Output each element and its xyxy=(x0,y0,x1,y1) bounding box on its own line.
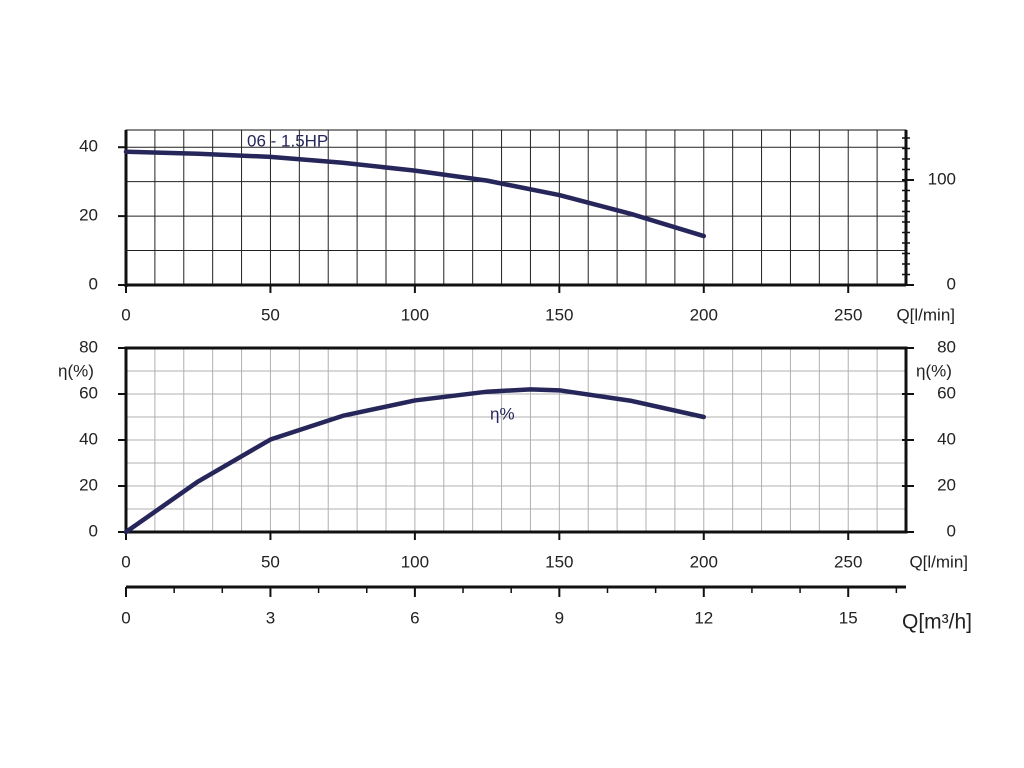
y2-tick-label: 20 xyxy=(937,475,956,494)
x-tick-label: 12 xyxy=(694,608,713,627)
y2-tick-label: 80 xyxy=(937,337,956,356)
x-tick-label: 150 xyxy=(545,305,573,324)
x-tick-label: 250 xyxy=(834,552,862,571)
y-tick-label: 80 xyxy=(79,337,98,356)
annotation: η% xyxy=(490,404,515,423)
y2-tick-label: 40 xyxy=(937,429,956,448)
y2-tick-label: 0 xyxy=(947,521,956,540)
y-tick-label: 20 xyxy=(79,475,98,494)
x-tick-label: 50 xyxy=(261,305,280,324)
x-tick-label: 6 xyxy=(410,608,419,627)
x-tick-label: 150 xyxy=(545,552,573,571)
x-tick-label: 0 xyxy=(121,608,130,627)
y-tick-label: 40 xyxy=(79,429,98,448)
x-tick-label: 0 xyxy=(121,552,130,571)
x-tick-label: 50 xyxy=(261,552,280,571)
curve xyxy=(123,149,707,239)
x-tick-label: 3 xyxy=(266,608,275,627)
x-tick-label: 200 xyxy=(690,305,718,324)
y-tick-label: 40 xyxy=(79,137,98,156)
x-tick-label: 200 xyxy=(690,552,718,571)
y2-tick-label: 0 xyxy=(947,274,956,293)
x-tick-label: 0 xyxy=(121,305,130,324)
plot-frame xyxy=(125,129,907,286)
annotation: 06 - 1.5HP xyxy=(247,131,328,150)
y-tick-label: 60 xyxy=(79,383,98,402)
y2-axis-label: η(%) xyxy=(916,361,952,380)
y-tick-label: 0 xyxy=(89,274,98,293)
x-tick-label: 15 xyxy=(839,608,858,627)
x-tick-label: 9 xyxy=(555,608,564,627)
x-tick-label: 100 xyxy=(401,305,429,324)
x-tick-label: 250 xyxy=(834,305,862,324)
y2-tick-label: 60 xyxy=(937,383,956,402)
curve xyxy=(123,387,707,535)
y2-tick-label: 100 xyxy=(928,169,956,188)
y-axis-label: η(%) xyxy=(58,361,94,380)
y-tick-label: 0 xyxy=(89,521,98,540)
x-tick-label: 100 xyxy=(401,552,429,571)
x-axis-label: Q[l/min] xyxy=(896,305,955,324)
y-tick-label: 20 xyxy=(79,206,98,225)
x-axis-label: Q[m³/h] xyxy=(902,611,972,634)
x-axis-label: Q[l/min] xyxy=(909,552,968,571)
